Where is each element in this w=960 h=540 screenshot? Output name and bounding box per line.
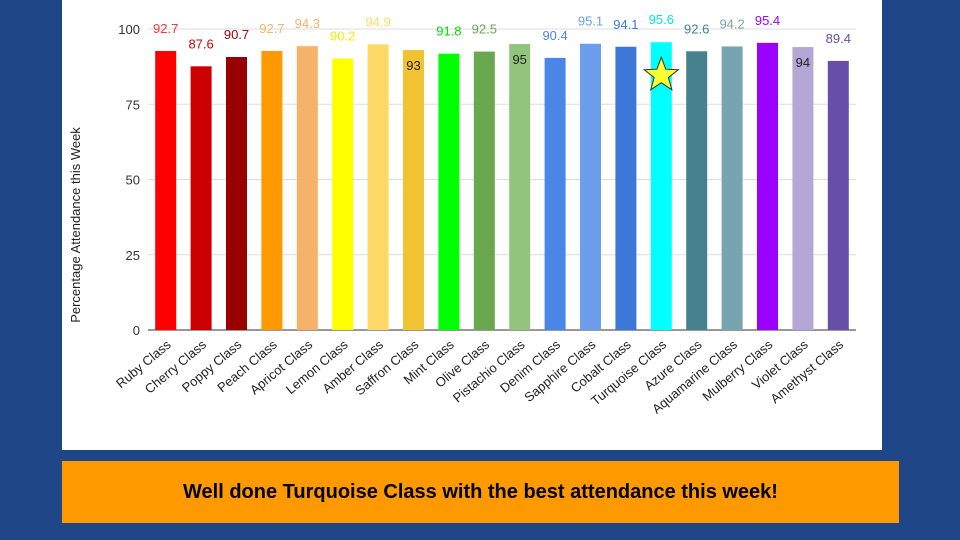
chart-panel: 92.7 87.6 90.7 92.7 94.3 90.2 94.9 93 91.8 92.5 95… [62, 0, 882, 450]
bar [792, 47, 814, 331]
bar [473, 51, 495, 330]
data-label: 92.7 [153, 21, 178, 36]
highlight-markers [642, 55, 680, 91]
data-label: 94.1 [613, 17, 638, 32]
bar [686, 51, 708, 331]
bar [580, 43, 601, 331]
banner-text: Well done Turquoise Class with the best … [183, 480, 778, 503]
y-tick-label: 50 [126, 173, 140, 188]
bar [403, 50, 424, 330]
data-label: 92.5 [472, 22, 497, 37]
data-labels: 92.7 87.6 90.7 92.7 94.3 90.2 94.9 93 91.8 92.5 95… [153, 12, 851, 73]
data-label: 95.1 [578, 14, 603, 29]
bar-chart: 92.7 87.6 90.7 92.7 94.3 90.2 94.9 93 91.8 92.5 95… [68, 12, 856, 417]
data-label: 90.7 [224, 27, 249, 42]
data-label: 95.4 [755, 13, 780, 28]
data-label: 92.7 [259, 21, 284, 36]
data-label: 90.2 [330, 28, 355, 43]
data-label: 94.2 [719, 16, 744, 31]
bar [438, 53, 460, 330]
bar [757, 42, 778, 330]
gridlines [148, 28, 856, 331]
bar [544, 57, 566, 331]
data-label: 89.4 [826, 31, 851, 46]
bar [721, 46, 743, 330]
data-label: 91.8 [436, 24, 461, 39]
y-tick-label: 25 [126, 248, 140, 263]
bar [509, 44, 531, 331]
bar [367, 44, 389, 330]
bar [332, 58, 354, 331]
y-axis-ticks: 0 25 50 75 100 [118, 22, 140, 338]
bar [296, 46, 318, 330]
data-label: 93 [406, 58, 420, 73]
bar [615, 46, 637, 330]
y-tick-label: 75 [126, 97, 140, 112]
y-tick-label: 100 [118, 22, 140, 37]
bar [190, 66, 212, 330]
bar [650, 42, 672, 331]
data-label: 92.6 [684, 21, 709, 36]
bar [827, 60, 849, 330]
bars [155, 42, 849, 331]
y-axis-title: Percentage Attendance this Week [68, 127, 83, 323]
data-label: 94.9 [365, 14, 390, 29]
data-label: 94.3 [295, 16, 320, 31]
data-label: 87.6 [188, 36, 213, 51]
data-label: 94 [796, 55, 810, 70]
bar [226, 56, 247, 330]
y-tick-label: 0 [133, 323, 140, 338]
data-label: 95 [512, 52, 526, 67]
bar [155, 50, 177, 331]
bar [261, 50, 283, 331]
data-label: 90.4 [542, 28, 567, 43]
congratulations-banner: Well done Turquoise Class with the best … [62, 461, 899, 523]
star-icon [642, 55, 680, 91]
data-label: 95.6 [649, 12, 674, 27]
